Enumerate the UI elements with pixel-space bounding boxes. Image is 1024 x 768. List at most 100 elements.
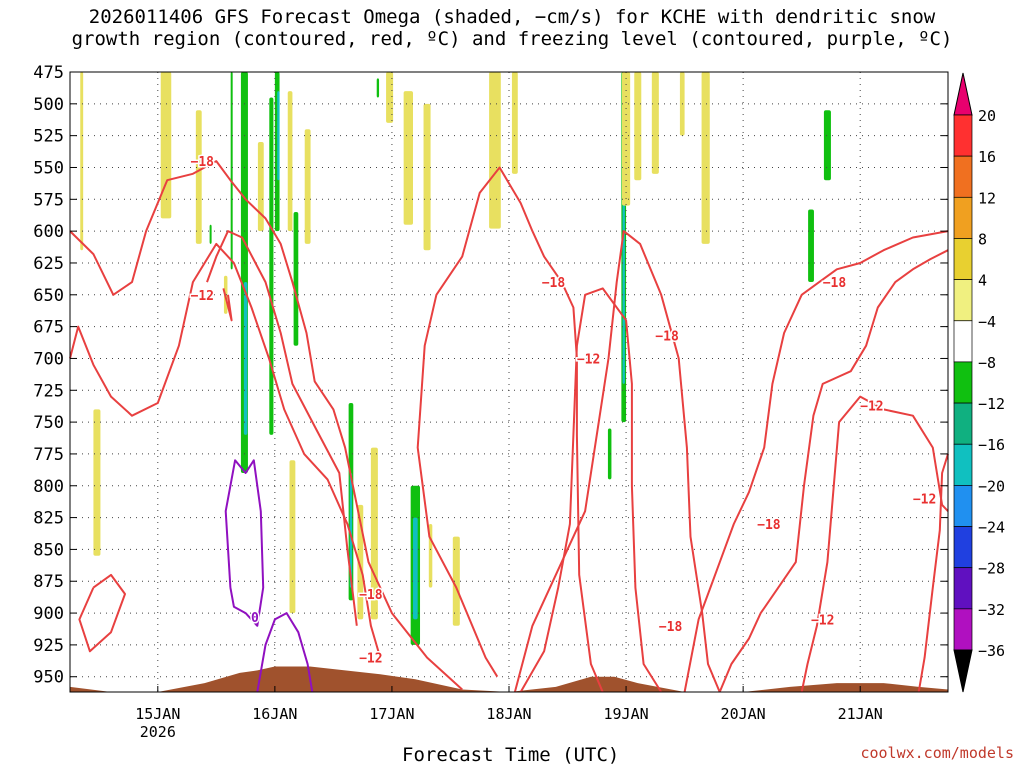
omega-shade-11 xyxy=(287,91,293,232)
y-tick-label: 625 xyxy=(33,254,64,274)
colorbar-label: 12 xyxy=(978,189,996,207)
dgz-contour-5 xyxy=(416,166,604,693)
y-tick-label: 475 xyxy=(33,63,64,83)
x-axis-title: Forecast Time (UTC) xyxy=(402,744,620,766)
chart-title-line2: growth region (contoured, red, ºC) and f… xyxy=(71,28,953,50)
chart-title-line1: 2026011406 GFS Forecast Omega (shaded, −… xyxy=(88,6,936,28)
x-tick-label: 18JAN xyxy=(486,705,531,723)
terrain-shape xyxy=(70,666,948,692)
omega-shading-layer xyxy=(80,72,831,645)
y-tick-label: 950 xyxy=(33,668,64,688)
x-tick-label: 21JAN xyxy=(838,705,883,723)
y-tick-label: 500 xyxy=(33,95,64,115)
omega-shade-24 xyxy=(403,91,414,225)
colorbar-segment-11 xyxy=(953,567,973,610)
contour-label-8: −18 xyxy=(757,518,781,533)
colorbar-segment-12 xyxy=(953,608,973,651)
dgz-contour-4 xyxy=(222,288,233,322)
contour-label-9: −12 xyxy=(811,613,834,628)
colorbar-label: −20 xyxy=(978,477,1005,495)
omega-shade-8 xyxy=(269,97,274,435)
colorbar-bottom-arrow xyxy=(953,649,973,693)
omega-shade-20 xyxy=(413,517,418,620)
omega-shade-22 xyxy=(452,536,460,626)
dgz-contour-11 xyxy=(917,453,949,693)
y-tick-label: 875 xyxy=(33,572,64,592)
omega-shade-37 xyxy=(808,209,814,283)
gridlines xyxy=(70,71,948,692)
contour-label-3: −12 xyxy=(359,652,382,667)
omega-shade-13 xyxy=(289,460,296,614)
contour-label-10: −18 xyxy=(823,276,847,291)
colorbar-label: −16 xyxy=(978,436,1005,454)
colorbar-segment-7 xyxy=(953,402,973,445)
colorbar-segment-4 xyxy=(953,279,973,322)
contour-label-7: −18 xyxy=(659,620,683,635)
omega-shade-40 xyxy=(376,78,380,98)
colorbar-segment-9 xyxy=(953,485,973,527)
contour-label-1: −12 xyxy=(191,289,214,304)
omega-shade-33 xyxy=(651,72,659,174)
y-tick-label: 525 xyxy=(33,127,64,147)
colorbar-label: 8 xyxy=(978,230,987,248)
contour-label-11: −12 xyxy=(860,400,883,415)
dgz-contour-10 xyxy=(800,395,949,693)
credit-text: coolwx.com/models xyxy=(860,744,1014,762)
contour-label-13: 0 xyxy=(251,611,259,626)
dgz-contour-8 xyxy=(683,230,949,693)
omega-shade-12 xyxy=(293,212,299,346)
y-tick-label: 700 xyxy=(33,349,64,369)
colorbar-top-arrow xyxy=(953,72,973,116)
colorbar-segment-3 xyxy=(953,238,973,280)
omega-shade-3 xyxy=(195,110,202,244)
x-tick-sublabel: 2026 xyxy=(140,723,176,741)
colorbar-label: 16 xyxy=(978,148,996,166)
y-tick-label: 900 xyxy=(33,604,64,624)
y-tick-label: 650 xyxy=(33,286,64,306)
x-tick-label: 16JAN xyxy=(252,705,297,723)
omega-shade-25 xyxy=(423,103,431,251)
colorbar-segment-10 xyxy=(953,526,973,569)
x-tick-label: 19JAN xyxy=(603,705,648,723)
contour-label-5: −12 xyxy=(577,352,600,367)
colorbar-label: −28 xyxy=(978,560,1005,578)
colorbar-label: −32 xyxy=(978,601,1005,619)
colorbar-segment-8 xyxy=(953,443,973,486)
y-tick-label: 800 xyxy=(33,477,64,497)
colorbar-label: −12 xyxy=(978,395,1005,413)
colorbar-segment-6 xyxy=(953,361,973,404)
omega-shade-14 xyxy=(304,129,311,244)
dgz-contour-1 xyxy=(69,242,382,658)
contour-label-6: −18 xyxy=(655,330,679,345)
colorbar-label: −36 xyxy=(978,642,1005,660)
contour-layer: −18 −12 −18 −12 −18 −12 −18 −18 −18 −12 −18 −12 −12 0 xyxy=(69,154,949,693)
omega-shade-32 xyxy=(634,72,642,181)
omega-shade-35 xyxy=(701,72,710,244)
y-tick-label: 600 xyxy=(33,222,64,242)
colorbar-label: 20 xyxy=(978,107,996,125)
omega-shade-2 xyxy=(160,72,172,219)
y-axis: 475 500 525 550 575 600 625 650 675 700 725 750 775 8… xyxy=(33,63,948,688)
colorbar-segment-1 xyxy=(953,155,973,198)
contour-label-2: −18 xyxy=(359,588,383,603)
colorbar-label: 4 xyxy=(978,272,987,290)
x-tick-label: 17JAN xyxy=(369,705,414,723)
colorbar-segment-0 xyxy=(953,114,973,157)
omega-shade-7 xyxy=(257,142,264,232)
dgz-contour-7 xyxy=(513,230,721,693)
omega-shade-38 xyxy=(230,72,233,270)
y-tick-label: 925 xyxy=(33,636,64,656)
colorbar-label: −24 xyxy=(978,519,1005,537)
colorbar-segment-5 xyxy=(953,320,973,363)
omega-shade-23 xyxy=(386,72,394,123)
omega-shade-10 xyxy=(277,91,280,181)
freezing-contour-0 xyxy=(224,459,265,627)
y-tick-label: 575 xyxy=(33,190,64,210)
colorbar-segment-2 xyxy=(953,196,973,239)
dgz-contour-0 xyxy=(69,160,463,691)
freezing-contour-1 xyxy=(256,612,314,693)
dgz-contour-2 xyxy=(78,573,126,653)
omega-shade-27 xyxy=(511,72,518,174)
omega-shade-28 xyxy=(607,428,612,480)
